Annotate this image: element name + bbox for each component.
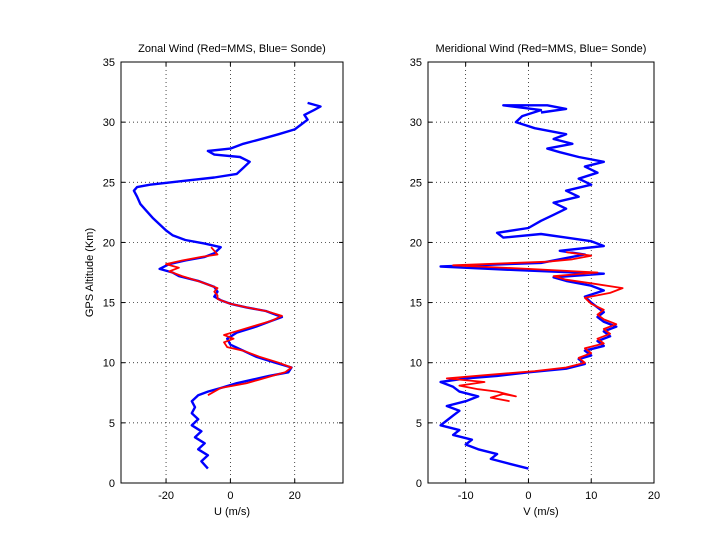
meridional-y-tick-label: 0 — [416, 478, 422, 490]
zonal-x-tick-label: 20 — [289, 490, 301, 502]
meridional-y-tick-label: 5 — [416, 418, 422, 430]
zonal-y-tick-label: 25 — [103, 177, 115, 189]
meridional-mms-line — [445, 251, 624, 403]
zonal-y-tick-label: 15 — [103, 298, 115, 310]
meridional-y-tick-label: 35 — [410, 57, 422, 69]
meridional-plot-frame — [427, 61, 655, 484]
zonal-y-tick-label: 5 — [109, 418, 115, 430]
zonal-x-tick-label: -20 — [158, 490, 174, 502]
zonal-wind-panel: 0 5 10 15 20 25 30 35 -20 0 20 Zonal Wind (Red=MMS… — [84, 43, 344, 518]
meridional-x-tick-label: 20 — [648, 490, 660, 502]
meridional-y-tick-label: 15 — [410, 298, 422, 310]
zonal-y-axis-label: GPS Altitude (Km) — [84, 228, 96, 317]
zonal-y-tick-label: 30 — [103, 117, 115, 129]
meridional-x-tick-label: 10 — [585, 490, 597, 502]
meridional-wind-panel: 0 5 10 15 20 25 30 35 -10 0 10 20 Meridional Wind (… — [410, 43, 660, 518]
meridional-grid — [428, 62, 654, 483]
meridional-y-tick-label: 25 — [410, 177, 422, 189]
meridional-y-tick-label: 20 — [410, 237, 422, 249]
zonal-series — [132, 101, 322, 470]
zonal-y-tick-label: 0 — [109, 478, 115, 490]
zonal-mms-line — [165, 246, 293, 396]
zonal-y-tick-label: 35 — [103, 57, 115, 69]
zonal-chart-title: Zonal Wind (Red=MMS, Blue= Sonde) — [138, 43, 326, 55]
zonal-x-axis-label: U (m/s) — [214, 506, 250, 518]
meridional-series — [439, 104, 624, 470]
zonal-y-tick-label: 10 — [103, 358, 115, 370]
zonal-y-tick-label: 20 — [103, 237, 115, 249]
zonal-plot-frame — [120, 61, 344, 484]
meridional-ticks: 0 5 10 15 20 25 30 35 -10 0 10 20 — [410, 57, 660, 502]
meridional-y-tick-label: 10 — [410, 358, 422, 370]
meridional-x-tick-label: -10 — [458, 490, 474, 502]
zonal-x-tick-label: 0 — [227, 490, 233, 502]
meridional-sonde-line — [439, 104, 618, 470]
meridional-x-tick-label: 0 — [525, 490, 531, 502]
meridional-y-tick-label: 30 — [410, 117, 422, 129]
zonal-ticks: 0 5 10 15 20 25 30 35 -20 0 20 — [103, 57, 343, 502]
meridional-x-axis-label: V (m/s) — [523, 506, 558, 518]
meridional-chart-title: Meridional Wind (Red=MMS, Blue= Sonde) — [436, 43, 647, 55]
